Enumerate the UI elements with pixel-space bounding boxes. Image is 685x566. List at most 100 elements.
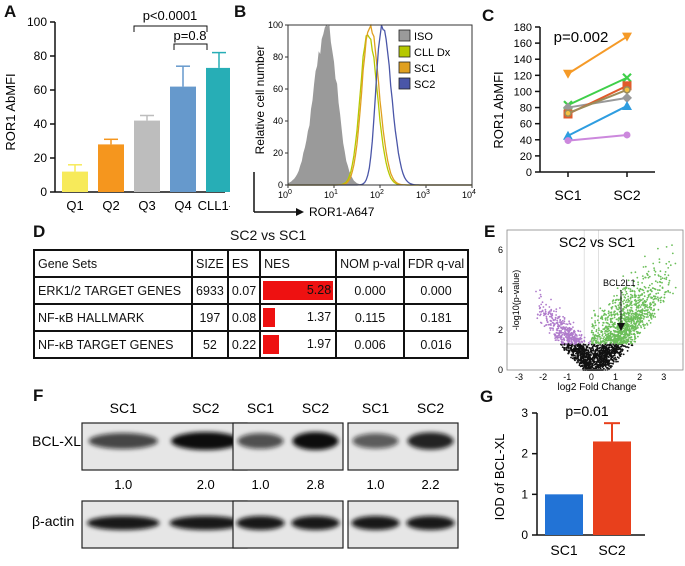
- volcano-point: [605, 321, 608, 324]
- volcano-point: [625, 301, 627, 304]
- tick-base: 10: [416, 190, 426, 200]
- volcano-point: [552, 319, 555, 321]
- volcano-point: [629, 310, 632, 313]
- volcano-point: [592, 367, 595, 370]
- volcano-point: [612, 334, 615, 337]
- volcano-point: [574, 345, 576, 348]
- volcano-point: [633, 332, 636, 335]
- size-cell: 6933: [191, 276, 229, 305]
- legend-swatch-3: [398, 77, 411, 90]
- volcano-point: [644, 287, 647, 289]
- category-label-c-1: SC2: [613, 187, 640, 203]
- tick-base: 10: [324, 190, 334, 200]
- col-nes: NES: [259, 249, 338, 278]
- volcano-point: [607, 312, 610, 315]
- pair-line-1: [567, 76, 628, 107]
- volcano-point: [633, 338, 636, 340]
- volcano-point: [650, 318, 653, 320]
- volcano-point: [621, 331, 623, 334]
- volcano-point: [647, 309, 649, 311]
- volcano-point: [597, 327, 600, 330]
- volcano-point: [610, 314, 613, 316]
- volcano-point: [629, 290, 632, 293]
- volcano-point: [625, 322, 628, 324]
- volcano-point: [624, 294, 627, 296]
- volcano-point: [638, 300, 641, 303]
- volcano-point: [610, 350, 613, 353]
- volcano-point: [609, 326, 612, 329]
- volcano-point: [561, 341, 564, 344]
- band-actin: [291, 516, 340, 530]
- volcano-point: [648, 293, 651, 296]
- volcano-point: [551, 314, 554, 317]
- volcano-point: [628, 327, 631, 330]
- volcano-point: [625, 318, 628, 321]
- volcano-point: [630, 293, 632, 296]
- volcano-point: [646, 297, 649, 299]
- fdr-cell: 0.000: [402, 276, 470, 305]
- volcano-point: [544, 308, 547, 311]
- volcano-point: [591, 358, 593, 360]
- volcano-point: [651, 282, 653, 285]
- panel-e-xtick-label: 2: [637, 372, 642, 382]
- volcano-point: [614, 347, 617, 349]
- volcano-point: [537, 313, 539, 316]
- bar-g-0: [545, 494, 583, 535]
- volcano-point: [606, 355, 608, 358]
- panel-e-annotation: BCL2L1: [603, 278, 636, 288]
- volcano-point: [582, 348, 585, 351]
- volcano-point: [572, 338, 575, 341]
- volcano-point: [606, 366, 609, 369]
- volcano-point: [545, 324, 547, 326]
- volcano-point: [582, 364, 584, 367]
- panel-e-xtick-label: -2: [539, 372, 547, 382]
- volcano-point: [566, 339, 568, 342]
- volcano-point: [608, 323, 611, 326]
- volcano-point: [603, 359, 605, 362]
- volcano-point: [594, 324, 597, 327]
- volcano-point: [536, 317, 539, 320]
- volcano-point: [617, 319, 620, 322]
- volcano-point: [627, 333, 629, 335]
- volcano-point: [616, 313, 618, 315]
- volcano-point: [643, 307, 646, 309]
- category-label-a-3: Q4: [174, 198, 191, 213]
- volcano-point: [572, 353, 574, 356]
- es-cell: 0.08: [226, 303, 262, 332]
- volcano-point: [632, 329, 635, 332]
- volcano-point: [582, 366, 585, 368]
- volcano-point: [572, 321, 575, 324]
- volcano-point: [606, 328, 609, 331]
- volcano-point: [540, 310, 543, 313]
- band-actin: [236, 516, 285, 530]
- volcano-point: [550, 309, 552, 312]
- volcano-point: [656, 296, 659, 299]
- volcano-point: [547, 313, 550, 316]
- volcano-point: [568, 330, 571, 333]
- volcano-point: [609, 336, 612, 338]
- panel-c-ytick-label: 100: [514, 86, 532, 98]
- volcano-point: [565, 347, 567, 349]
- volcano-point: [599, 338, 602, 340]
- volcano-point: [586, 359, 588, 362]
- volcano-point: [646, 322, 648, 325]
- pair-point-0-1: [622, 32, 632, 42]
- panel-b-xtick-label: 104: [462, 189, 476, 200]
- panel-label-e: E: [484, 222, 496, 241]
- volcano-point: [654, 273, 656, 276]
- volcano-point: [633, 290, 636, 292]
- volcano-point: [601, 356, 603, 358]
- volcano-point: [592, 342, 594, 345]
- volcano-point: [631, 338, 634, 341]
- volcano-point: [541, 309, 544, 312]
- volcano-point: [570, 333, 572, 336]
- volcano-point: [604, 364, 606, 366]
- volcano-point: [628, 330, 631, 333]
- volcano-point: [593, 352, 596, 355]
- volcano-point: [560, 331, 563, 334]
- volcano-point: [609, 366, 612, 369]
- panel-g-ylabel: IOD of BCL-XL: [492, 434, 507, 521]
- lane-label: SC1: [362, 400, 389, 416]
- volcano-point: [562, 315, 564, 318]
- band-bclxl: [352, 433, 399, 449]
